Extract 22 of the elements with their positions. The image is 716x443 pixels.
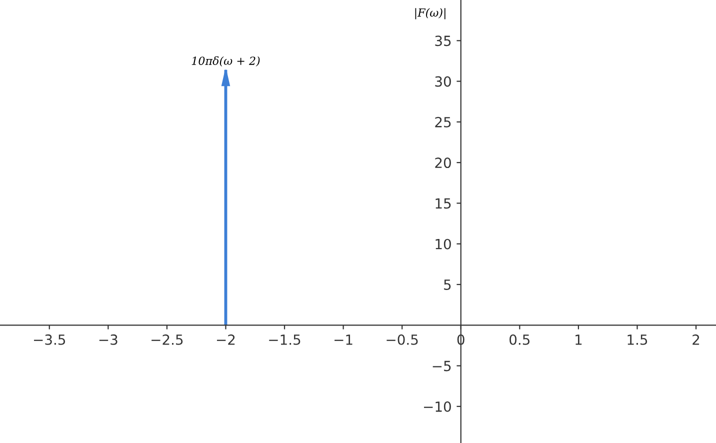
y-tick-label: 35 — [435, 36, 451, 46]
y-tick-label: 30 — [435, 76, 451, 87]
x-tick-label: 1 — [576, 334, 582, 345]
y-tick-label: −10 — [424, 401, 451, 412]
x-tick-label: 2 — [692, 334, 700, 345]
x-tick-label: 1.5 — [628, 334, 648, 345]
annotation: 10πδ(ω + 2) — [192, 56, 260, 67]
y-tick-label: 25 — [435, 116, 451, 128]
y-tick-label: 10 — [436, 238, 451, 250]
x-tick-label: −3.5 — [34, 334, 66, 345]
x-tick-label: −1 — [334, 334, 352, 345]
y-tick-label: 15 — [436, 198, 451, 209]
y-tick-label: −5 — [432, 360, 451, 372]
x-tick-label: −3 — [99, 334, 118, 345]
x-tick-label: 0.5 — [510, 334, 530, 345]
x-tick-label: −2 — [216, 334, 235, 345]
x-tick-label: −0.5 — [386, 334, 418, 345]
x-tick-label: −2.5 — [152, 334, 183, 345]
y-tick-label: 20 — [435, 158, 451, 168]
y-axis-title: |F(ω)| — [415, 8, 446, 20]
y-tick-label: 5 — [444, 280, 451, 290]
x-tick-label: −1.5 — [269, 334, 300, 345]
